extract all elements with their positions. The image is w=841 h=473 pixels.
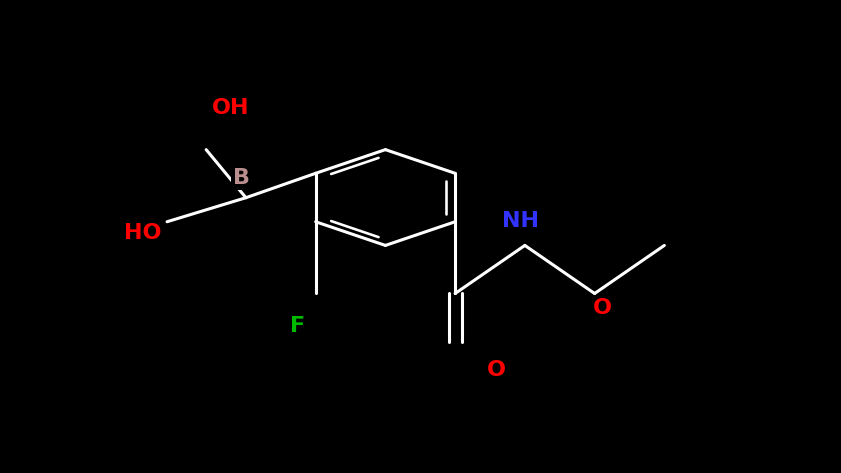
- Text: O: O: [593, 298, 612, 318]
- Text: NH: NH: [502, 210, 539, 231]
- Text: B: B: [234, 168, 251, 188]
- Text: OH: OH: [212, 98, 249, 118]
- Text: O: O: [487, 360, 505, 380]
- Text: F: F: [290, 315, 305, 335]
- Text: HO: HO: [124, 223, 161, 243]
